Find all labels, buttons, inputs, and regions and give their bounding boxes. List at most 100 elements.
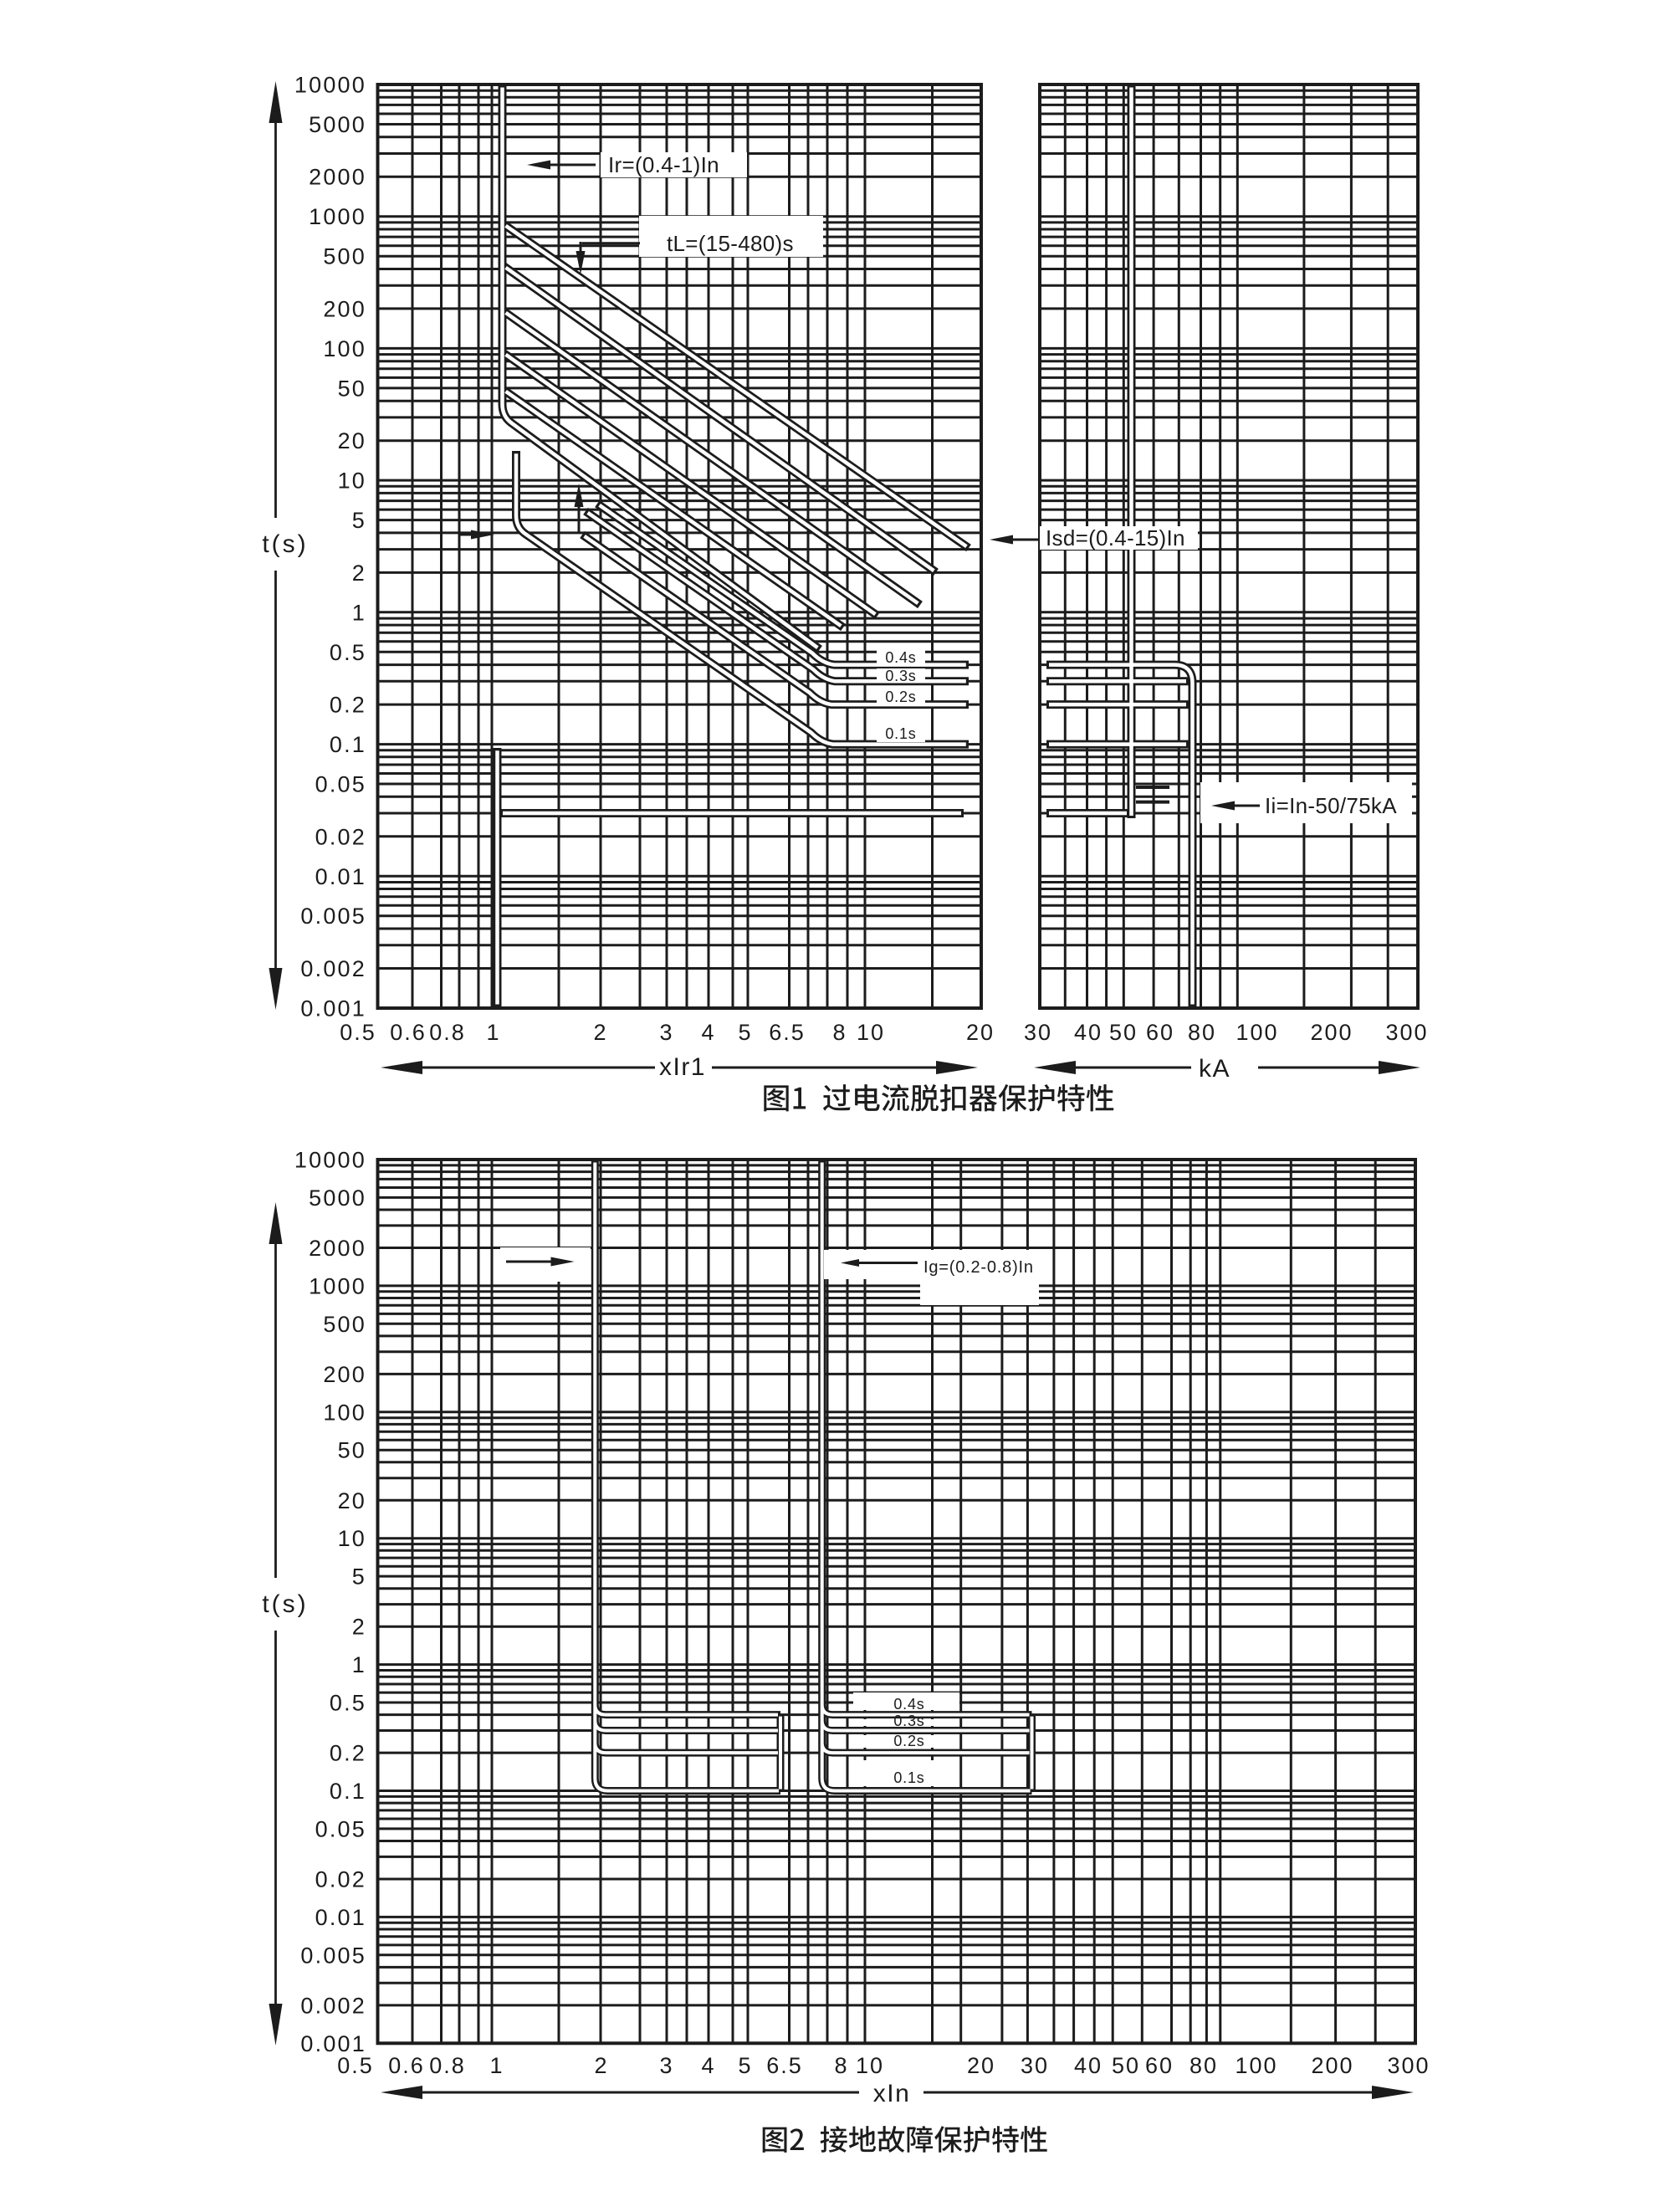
svg-text:0.5: 0.5 bbox=[330, 640, 366, 665]
svg-text:1: 1 bbox=[486, 1020, 500, 1045]
svg-text:0.2: 0.2 bbox=[330, 1741, 366, 1766]
svg-text:2: 2 bbox=[352, 1615, 366, 1640]
svg-text:0.1: 0.1 bbox=[330, 732, 366, 757]
svg-text:0.5: 0.5 bbox=[340, 1020, 376, 1045]
svg-text:0.4s: 0.4s bbox=[885, 649, 916, 666]
svg-text:200: 200 bbox=[1311, 2053, 1353, 2078]
svg-text:0.2s: 0.2s bbox=[893, 1733, 924, 1749]
svg-text:8: 8 bbox=[832, 1020, 847, 1045]
svg-text:80: 80 bbox=[1190, 2053, 1218, 2078]
svg-text:10: 10 bbox=[856, 2053, 884, 2078]
svg-text:6.5: 6.5 bbox=[766, 2053, 803, 2078]
svg-text:t(s): t(s) bbox=[262, 1590, 308, 1618]
svg-text:1: 1 bbox=[352, 1652, 366, 1677]
svg-text:0.05: 0.05 bbox=[315, 1816, 366, 1841]
svg-text:xIr1: xIr1 bbox=[659, 1053, 706, 1081]
svg-text:100: 100 bbox=[323, 1400, 366, 1425]
svg-text:0.3s: 0.3s bbox=[893, 1713, 924, 1729]
svg-text:50: 50 bbox=[338, 1438, 366, 1463]
svg-text:50: 50 bbox=[1109, 1020, 1138, 1045]
svg-text:5: 5 bbox=[738, 1020, 752, 1045]
svg-text:100: 100 bbox=[1235, 2053, 1277, 2078]
svg-text:Ii=In-50/75kA: Ii=In-50/75kA bbox=[1265, 793, 1397, 818]
svg-text:30: 30 bbox=[1021, 2053, 1049, 2078]
svg-text:10000: 10000 bbox=[294, 1148, 366, 1173]
svg-text:xIn: xIn bbox=[873, 2080, 911, 2107]
svg-text:0.001: 0.001 bbox=[300, 2031, 366, 2056]
svg-text:100: 100 bbox=[323, 336, 366, 361]
svg-text:2: 2 bbox=[594, 2053, 608, 2078]
svg-text:0.5: 0.5 bbox=[330, 1691, 366, 1716]
svg-text:0.4s: 0.4s bbox=[893, 1696, 924, 1713]
svg-text:10: 10 bbox=[338, 1526, 366, 1551]
svg-text:0.2: 0.2 bbox=[330, 693, 366, 718]
svg-text:2000: 2000 bbox=[309, 165, 366, 190]
svg-text:0.01: 0.01 bbox=[315, 1905, 366, 1930]
svg-text:0.8: 0.8 bbox=[429, 2053, 466, 2078]
svg-text:0.005: 0.005 bbox=[300, 1943, 366, 1968]
svg-text:300: 300 bbox=[1387, 2053, 1430, 2078]
svg-text:1: 1 bbox=[352, 600, 366, 625]
svg-text:100: 100 bbox=[1236, 1020, 1278, 1045]
svg-text:0.005: 0.005 bbox=[300, 904, 366, 929]
svg-text:0.05: 0.05 bbox=[315, 772, 366, 797]
svg-text:0.02: 0.02 bbox=[315, 824, 366, 849]
svg-text:500: 500 bbox=[323, 1312, 366, 1337]
svg-text:0.2s: 0.2s bbox=[885, 689, 916, 705]
svg-text:60: 60 bbox=[1145, 2053, 1174, 2078]
svg-text:4: 4 bbox=[701, 2053, 715, 2078]
svg-text:Ig=(0.2-0.8)In: Ig=(0.2-0.8)In bbox=[923, 1258, 1034, 1277]
svg-text:0.002: 0.002 bbox=[300, 1993, 366, 2018]
svg-text:200: 200 bbox=[323, 296, 366, 321]
svg-text:10: 10 bbox=[857, 1020, 885, 1045]
svg-text:0.01: 0.01 bbox=[315, 864, 366, 889]
svg-text:0.02: 0.02 bbox=[315, 1867, 366, 1892]
svg-text:8: 8 bbox=[834, 2053, 848, 2078]
svg-text:20: 20 bbox=[966, 1020, 995, 1045]
svg-text:10000: 10000 bbox=[294, 73, 366, 98]
svg-text:5: 5 bbox=[738, 2053, 752, 2078]
svg-text:20: 20 bbox=[338, 1488, 366, 1513]
svg-text:0.1s: 0.1s bbox=[885, 725, 916, 742]
svg-text:40: 40 bbox=[1074, 1020, 1103, 1045]
svg-text:3: 3 bbox=[659, 2053, 673, 2078]
svg-text:1: 1 bbox=[489, 2053, 504, 2078]
svg-text:300: 300 bbox=[1385, 1020, 1428, 1045]
svg-text:80: 80 bbox=[1188, 1020, 1216, 1045]
svg-text:0.1: 0.1 bbox=[330, 1779, 366, 1804]
svg-text:1000: 1000 bbox=[309, 1273, 366, 1298]
svg-text:2: 2 bbox=[593, 1020, 607, 1045]
svg-text:200: 200 bbox=[1310, 1020, 1353, 1045]
svg-text:kA: kA bbox=[1199, 1055, 1230, 1083]
svg-text:0.5: 0.5 bbox=[337, 2053, 374, 2078]
svg-text:Ir=(0.4-1)In: Ir=(0.4-1)In bbox=[608, 152, 719, 177]
svg-text:0.1s: 0.1s bbox=[893, 1769, 924, 1786]
svg-text:Isd=(0.4-15)In: Isd=(0.4-15)In bbox=[1046, 525, 1185, 550]
svg-text:60: 60 bbox=[1146, 1020, 1174, 1045]
svg-text:40: 40 bbox=[1074, 2053, 1103, 2078]
svg-text:6.5: 6.5 bbox=[769, 1020, 806, 1045]
svg-text:t(s): t(s) bbox=[262, 530, 308, 558]
svg-text:0.001: 0.001 bbox=[300, 996, 366, 1022]
svg-text:0.8: 0.8 bbox=[429, 1020, 466, 1045]
svg-text:20: 20 bbox=[967, 2053, 995, 2078]
svg-text:0.002: 0.002 bbox=[300, 956, 366, 981]
svg-text:500: 500 bbox=[323, 244, 366, 269]
svg-text:30: 30 bbox=[1024, 1020, 1052, 1045]
svg-text:0.3s: 0.3s bbox=[885, 668, 916, 684]
svg-text:200: 200 bbox=[323, 1362, 366, 1387]
svg-text:5000: 5000 bbox=[309, 1185, 366, 1211]
svg-text:10: 10 bbox=[338, 469, 366, 494]
svg-text:2: 2 bbox=[352, 561, 366, 586]
svg-text:50: 50 bbox=[1112, 2053, 1140, 2078]
svg-text:5000: 5000 bbox=[309, 112, 366, 137]
svg-text:0.6: 0.6 bbox=[390, 1020, 427, 1045]
svg-text:1000: 1000 bbox=[309, 204, 366, 229]
svg-text:0.6: 0.6 bbox=[388, 2053, 425, 2078]
svg-text:4: 4 bbox=[701, 1020, 715, 1045]
svg-text:tL=(15-480)s: tL=(15-480)s bbox=[667, 231, 794, 256]
svg-text:5: 5 bbox=[352, 508, 366, 533]
svg-text:20: 20 bbox=[338, 428, 366, 453]
svg-text:2000: 2000 bbox=[309, 1236, 366, 1261]
svg-text:50: 50 bbox=[338, 376, 366, 401]
